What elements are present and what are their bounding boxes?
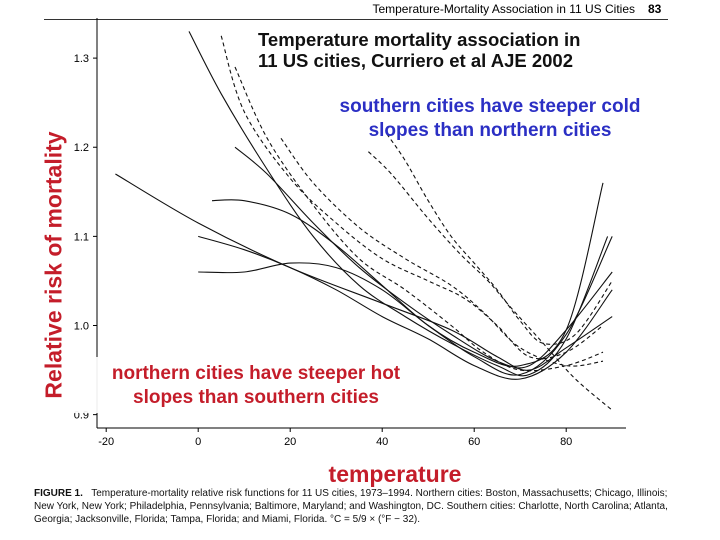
series-line-southern-7 — [220, 35, 604, 360]
blue-annotation-line2: slopes than northern cities — [368, 120, 612, 141]
x-tick-label: 40 — [376, 436, 388, 448]
blue-annotation: southern cities have steeper cold slopes… — [290, 95, 690, 143]
series-lines — [115, 31, 613, 411]
series-line-southern-11 — [386, 133, 613, 345]
header-rule — [44, 19, 668, 20]
x-tick-label: 80 — [560, 436, 572, 448]
y-axis-overlay-label: Relative risk of mortality — [40, 131, 67, 399]
x-tick-label: 60 — [468, 436, 480, 448]
series-line-northern-5 — [198, 236, 613, 376]
x-axis-overlay-label: temperature — [328, 461, 462, 487]
page-number: 83 — [648, 2, 662, 16]
series-line-northern-4 — [211, 182, 604, 367]
series-line-southern-10 — [368, 151, 613, 411]
x-tick-label: 0 — [195, 436, 201, 448]
figure-caption: FIGURE 1. Temperature-mortality relative… — [34, 487, 682, 526]
slide-title-line1: Temperature mortality association in — [258, 29, 581, 50]
series-line-northern-2 — [188, 31, 609, 377]
series-line-southern-9 — [280, 137, 604, 367]
series-line-southern-8 — [234, 66, 604, 372]
figure-caption-text: Temperature-mortality relative risk func… — [34, 488, 668, 525]
x-tick-label: -20 — [98, 436, 114, 448]
y-tick-label: 1.2 — [74, 142, 89, 154]
figure-label: FIGURE 1. — [34, 488, 83, 499]
red-annotation-line2: slopes than southern cities — [133, 387, 379, 408]
y-tick-label: 1.1 — [74, 231, 89, 243]
x-tick-label: 20 — [284, 436, 296, 448]
blue-annotation-line1: southern cities have steeper cold — [339, 96, 641, 117]
slide-title-line2: 11 US cities, Curriero et al AJE 2002 — [258, 50, 574, 71]
series-line-northern-3 — [198, 235, 613, 380]
y-tick-label: 1.3 — [74, 53, 89, 65]
red-annotation: northern cities have steeper hot slopes … — [66, 362, 446, 410]
series-line-northern-6 — [234, 146, 613, 369]
slide-title: Temperature mortality association in 11 … — [258, 29, 580, 71]
red-annotation-line1: northern cities have steeper hot — [111, 363, 401, 384]
running-head: Temperature-Mortality Association in 11 … — [372, 2, 635, 16]
red-annotation-background — [66, 357, 446, 413]
y-tick-label: 1.0 — [74, 321, 89, 333]
